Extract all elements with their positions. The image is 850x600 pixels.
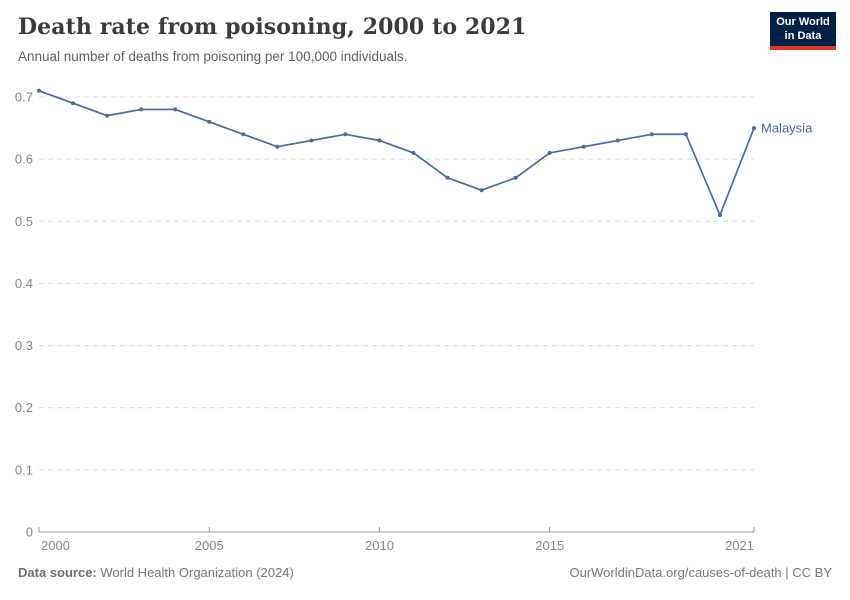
- y-tick-label: 0.7: [15, 90, 33, 105]
- data-point[interactable]: [445, 175, 450, 180]
- data-source: Data source: World Health Organization (…: [18, 565, 294, 580]
- data-point[interactable]: [547, 150, 552, 155]
- y-tick-label: 0.5: [15, 214, 33, 229]
- data-point[interactable]: [241, 132, 246, 137]
- y-tick-label: 0.1: [15, 462, 33, 477]
- credit-link[interactable]: OurWorldinData.org/causes-of-death | CC …: [569, 565, 832, 580]
- data-point[interactable]: [71, 101, 76, 106]
- y-tick-label: 0.3: [15, 338, 33, 353]
- y-axis-labels: 0 0.1 0.2 0.3 0.4 0.5 0.6 0.7: [15, 90, 33, 540]
- series-line[interactable]: [38, 89, 755, 216]
- data-point[interactable]: [581, 144, 586, 149]
- data-point[interactable]: [105, 113, 110, 118]
- data-point[interactable]: [752, 126, 756, 131]
- data-point[interactable]: [343, 132, 348, 137]
- y-gridlines: [39, 96, 754, 533]
- data-point[interactable]: [37, 88, 41, 93]
- y-tick-label: 0.4: [15, 276, 33, 291]
- y-tick-label: 0: [26, 525, 33, 540]
- data-point[interactable]: [411, 150, 416, 155]
- data-point[interactable]: [615, 138, 620, 143]
- data-point[interactable]: [139, 107, 144, 112]
- data-source-label: Data source:: [18, 565, 97, 580]
- x-axis: 2000 2005 2010 2015 2021: [38, 527, 755, 553]
- x-tick-label: 2015: [535, 538, 564, 553]
- data-point[interactable]: [649, 132, 654, 137]
- data-point[interactable]: [513, 175, 518, 180]
- data-point[interactable]: [377, 138, 382, 143]
- x-tick-label: 2000: [41, 538, 70, 553]
- data-point[interactable]: [275, 144, 280, 149]
- series-points: [37, 88, 756, 218]
- x-tick-label: 2005: [195, 538, 224, 553]
- data-point[interactable]: [479, 188, 484, 193]
- chart-footer: Data source: World Health Organization (…: [18, 565, 832, 580]
- owid-logo-line2: in Data: [784, 30, 822, 42]
- chart-header: Death rate from poisoning, 2000 to 2021 …: [18, 14, 527, 64]
- x-tick-label: 2010: [365, 538, 394, 553]
- owid-logo[interactable]: Our World in Data: [770, 12, 836, 50]
- x-tick-label: 2021: [725, 538, 754, 553]
- data-point[interactable]: [683, 132, 688, 137]
- y-tick-label: 0.6: [15, 152, 33, 167]
- chart-subtitle: Annual number of deaths from poisoning p…: [18, 49, 408, 64]
- data-point[interactable]: [717, 213, 722, 218]
- data-source-value: World Health Organization (2024): [96, 565, 294, 580]
- data-point[interactable]: [309, 138, 314, 143]
- data-point[interactable]: [173, 107, 178, 112]
- page-title: Death rate from poisoning, 2000 to 2021: [18, 14, 527, 40]
- series-end-label[interactable]: Malaysia: [761, 121, 813, 136]
- owid-logo-line1: Our World: [776, 15, 830, 28]
- y-tick-label: 0.2: [15, 400, 33, 415]
- data-point[interactable]: [207, 119, 212, 124]
